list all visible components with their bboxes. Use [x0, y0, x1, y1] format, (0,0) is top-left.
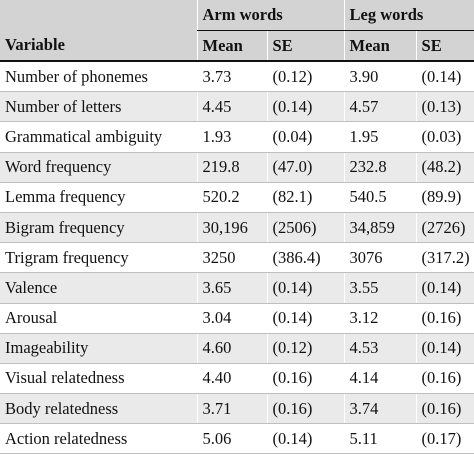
table-header: Arm words Leg words Variable Mean SE Mea…: [0, 0, 474, 62]
table-row: Number of letters 4.45 (0.14) 4.57 (0.13): [0, 91, 474, 123]
leg-mean-cell: 3.90: [343, 61, 417, 93]
variable-cell: Lemma frequency: [0, 182, 197, 213]
column-header-arm-se: SE: [266, 30, 345, 62]
column-header-variable: Variable: [0, 30, 197, 62]
table-row: Visual relatedness 4.40 (0.16) 4.14 (0.16): [0, 363, 474, 395]
variable-cell: Number of phonemes: [0, 61, 197, 93]
leg-se-cell: (0.14): [415, 61, 474, 93]
table-row: Arousal 3.04 (0.14) 3.12 (0.16): [0, 303, 474, 334]
variable-cell: Imageability: [0, 333, 197, 364]
variable-cell: Visual relatedness: [0, 363, 197, 395]
arm-mean-cell: 4.60: [196, 333, 267, 364]
arm-mean-cell: 219.8: [196, 152, 267, 183]
group-header-leg-words: Leg words: [343, 0, 474, 31]
leg-mean-cell: 1.95: [343, 121, 417, 153]
arm-mean-cell: 3250: [196, 242, 267, 274]
arm-mean-cell: 520.2: [196, 182, 267, 213]
table-body: Number of phonemes 3.73 (0.12) 3.90 (0.14) Nu…: [0, 61, 474, 454]
column-header-leg-se: SE: [415, 30, 474, 62]
arm-mean-cell: 4.40: [196, 363, 267, 395]
arm-mean-cell: 1.93: [196, 121, 267, 153]
leg-mean-cell: 34,859: [343, 212, 417, 244]
table-row: Imageability 4.60 (0.12) 4.53 (0.14): [0, 333, 474, 364]
group-header-arm-words: Arm words: [196, 0, 345, 31]
arm-se-cell: (0.04): [266, 121, 345, 153]
arm-se-cell: (2506): [266, 212, 345, 244]
arm-mean-cell: 3.71: [196, 393, 267, 425]
arm-se-cell: (82.1): [266, 182, 345, 213]
arm-se-cell: (0.14): [266, 91, 345, 123]
group-header-row: Arm words Leg words: [0, 0, 474, 31]
leg-se-cell: (0.17): [415, 423, 474, 454]
arm-se-cell: (0.14): [266, 423, 345, 454]
arm-se-cell: (0.16): [266, 363, 345, 395]
column-header-row: Variable Mean SE Mean SE: [0, 30, 474, 62]
arm-se-cell: (0.16): [266, 393, 345, 425]
variable-cell: Word frequency: [0, 152, 197, 183]
table-row: Number of phonemes 3.73 (0.12) 3.90 (0.14): [0, 61, 474, 93]
arm-se-cell: (0.14): [266, 272, 345, 304]
leg-se-cell: (0.16): [415, 363, 474, 395]
arm-mean-cell: 3.65: [196, 272, 267, 304]
arm-se-cell: (0.12): [266, 333, 345, 364]
leg-se-cell: (89.9): [415, 182, 474, 213]
arm-mean-cell: 5.06: [196, 423, 267, 454]
leg-mean-cell: 3.55: [343, 272, 417, 304]
leg-se-cell: (2726): [415, 212, 474, 244]
variable-cell: Bigram frequency: [0, 212, 197, 244]
leg-se-cell: (317.2): [415, 242, 474, 274]
leg-se-cell: (0.16): [415, 303, 474, 334]
leg-mean-cell: 4.57: [343, 91, 417, 123]
leg-se-cell: (0.14): [415, 333, 474, 364]
leg-se-cell: (0.03): [415, 121, 474, 153]
column-header-arm-mean: Mean: [196, 30, 267, 62]
variable-cell: Action relatedness: [0, 423, 197, 454]
leg-se-cell: (0.16): [415, 393, 474, 425]
table-row: Word frequency 219.8 (47.0) 232.8 (48.2): [0, 152, 474, 183]
variable-cell: Body relatedness: [0, 393, 197, 425]
arm-mean-cell: 3.73: [196, 61, 267, 93]
leg-mean-cell: 540.5: [343, 182, 417, 213]
arm-se-cell: (0.12): [266, 61, 345, 93]
variable-cell: Arousal: [0, 303, 197, 334]
table-row: Action relatedness 5.06 (0.14) 5.11 (0.17): [0, 423, 474, 454]
arm-se-cell: (47.0): [266, 152, 345, 183]
arm-se-cell: (0.14): [266, 303, 345, 334]
leg-mean-cell: 232.8: [343, 152, 417, 183]
table-row: Body relatedness 3.71 (0.16) 3.74 (0.16): [0, 393, 474, 425]
variable-cell: Grammatical ambiguity: [0, 121, 197, 153]
table-row: Bigram frequency 30,196 (2506) 34,859 (2726): [0, 212, 474, 244]
leg-se-cell: (48.2): [415, 152, 474, 183]
table-row: Lemma frequency 520.2 (82.1) 540.5 (89.9): [0, 182, 474, 213]
leg-se-cell: (0.13): [415, 91, 474, 123]
leg-mean-cell: 3076: [343, 242, 417, 274]
leg-mean-cell: 3.74: [343, 393, 417, 425]
leg-mean-cell: 4.53: [343, 333, 417, 364]
arm-mean-cell: 4.45: [196, 91, 267, 123]
leg-se-cell: (0.14): [415, 272, 474, 304]
group-header-blank: [0, 0, 197, 31]
arm-se-cell: (386.4): [266, 242, 345, 274]
leg-mean-cell: 4.14: [343, 363, 417, 395]
leg-mean-cell: 3.12: [343, 303, 417, 334]
arm-mean-cell: 30,196: [196, 212, 267, 244]
variable-cell: Trigram frequency: [0, 242, 197, 274]
table-row: Grammatical ambiguity 1.93 (0.04) 1.95 (0.03…: [0, 121, 474, 153]
table-row: Valence 3.65 (0.14) 3.55 (0.14): [0, 272, 474, 304]
leg-mean-cell: 5.11: [343, 423, 417, 454]
arm-mean-cell: 3.04: [196, 303, 267, 334]
variable-cell: Valence: [0, 272, 197, 304]
table-row: Trigram frequency 3250 (386.4) 3076 (317.2): [0, 242, 474, 274]
column-header-leg-mean: Mean: [343, 30, 417, 62]
variable-cell: Number of letters: [0, 91, 197, 123]
